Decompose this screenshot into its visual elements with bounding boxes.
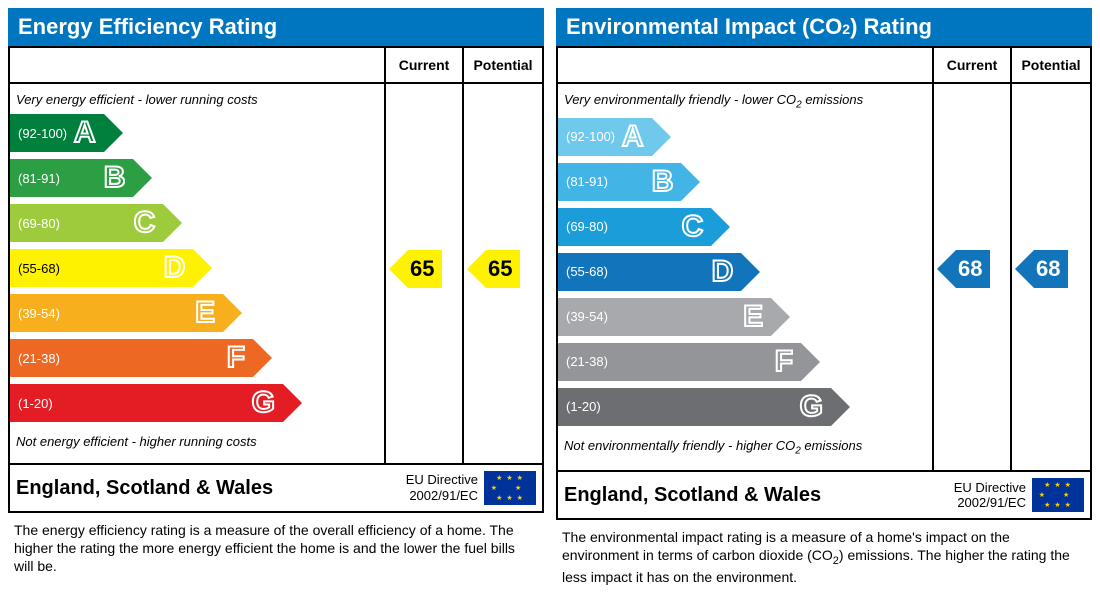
rating-pointer: 68 (1034, 250, 1068, 288)
band-row: (1-20) G (558, 387, 932, 427)
band-bar-g: (1-20) G (558, 388, 831, 426)
band-row: (1-20) G (10, 383, 384, 423)
eu-flag-icon: ★ ★ (1032, 478, 1084, 512)
pointer-value: 65 (408, 250, 442, 288)
top-caption: Very energy efficient - lower running co… (10, 90, 384, 113)
band-letter: F (227, 341, 245, 375)
pointer-value: 68 (1034, 250, 1068, 288)
band-row: (21-38) F (10, 338, 384, 378)
pointer-value: 68 (956, 250, 990, 288)
band-bar-b: (81-91) B (558, 163, 681, 201)
band-bar-d: (55-68) D (10, 249, 193, 287)
band-letter: A (622, 120, 644, 154)
directive-label: EU Directive2002/91/EC (406, 472, 484, 503)
band-letter: D (164, 251, 186, 285)
band-range: (81-91) (558, 174, 608, 189)
rating-grid: CurrentPotential Very environmentally fri… (556, 46, 1092, 520)
band-bar-b: (81-91) B (10, 159, 133, 197)
band-range: (92-100) (558, 129, 615, 144)
band-range: (1-20) (558, 399, 601, 414)
value-column: 68 (934, 84, 1012, 470)
band-row: (92-100) A (558, 117, 932, 157)
band-bar-e: (39-54) E (10, 294, 223, 332)
band-letter: D (712, 255, 734, 289)
band-bar-d: (55-68) D (558, 253, 741, 291)
value-column: 65 (386, 84, 464, 463)
band-row: (81-91) B (10, 158, 384, 198)
band-range: (1-20) (10, 396, 53, 411)
rating-panel: Environmental Impact (CO2) RatingCurrent… (556, 8, 1092, 587)
band-letter: B (104, 161, 126, 195)
band-range: (92-100) (10, 126, 67, 141)
column-header: Potential (464, 48, 542, 82)
band-bar-g: (1-20) G (10, 384, 283, 422)
eu-flag-icon: ★ ★ (484, 471, 536, 505)
top-caption: Very environmentally friendly - lower CO… (558, 90, 932, 117)
value-column: 68 (1012, 84, 1090, 470)
band-row: (39-54) E (558, 297, 932, 337)
panel-description: The energy efficiency rating is a measur… (8, 513, 544, 576)
band-letter: F (775, 345, 793, 379)
band-row: (55-68) D (558, 252, 932, 292)
rating-pointer: 65 (408, 250, 442, 288)
column-header: Current (386, 48, 464, 82)
band-row: (39-54) E (10, 293, 384, 333)
band-range: (55-68) (10, 261, 60, 276)
bands-area: Very environmentally friendly - lower CO… (558, 84, 934, 470)
band-bar-e: (39-54) E (558, 298, 771, 336)
band-range: (55-68) (558, 264, 608, 279)
directive-label: EU Directive2002/91/EC (954, 480, 1032, 511)
band-row: (21-38) F (558, 342, 932, 382)
panel-title: Environmental Impact (CO2) Rating (556, 8, 1092, 46)
panel-footer: England, Scotland & WalesEU Directive200… (558, 470, 1090, 518)
band-letter: B (652, 165, 674, 199)
band-letter: G (800, 390, 823, 424)
pointer-value: 65 (486, 250, 520, 288)
band-range: (39-54) (10, 306, 60, 321)
band-bar-f: (21-38) F (558, 343, 801, 381)
band-range: (21-38) (10, 351, 60, 366)
band-letter: A (74, 116, 96, 150)
band-letter: E (195, 296, 215, 330)
bands-area: Very energy efficient - lower running co… (10, 84, 386, 463)
column-header: Potential (1012, 48, 1090, 82)
bottom-caption: Not energy efficient - higher running co… (10, 428, 384, 455)
band-letter: G (252, 386, 275, 420)
band-row: (92-100) A (10, 113, 384, 153)
bottom-caption: Not environmentally friendly - higher CO… (558, 432, 932, 463)
panel-description: The environmental impact rating is a mea… (556, 520, 1092, 586)
region-label: England, Scotland & Wales (16, 477, 406, 500)
band-range: (69-80) (10, 216, 60, 231)
band-row: (81-91) B (558, 162, 932, 202)
band-range: (39-54) (558, 309, 608, 324)
band-range: (21-38) (558, 354, 608, 369)
value-column: 65 (464, 84, 542, 463)
band-bar-c: (69-80) C (10, 204, 163, 242)
band-bar-a: (92-100) A (558, 118, 652, 156)
rating-pointer: 68 (956, 250, 990, 288)
band-bar-a: (92-100) A (10, 114, 104, 152)
panel-title: Energy Efficiency Rating (8, 8, 544, 46)
band-row: (69-80) C (558, 207, 932, 247)
band-row: (69-80) C (10, 203, 384, 243)
panel-footer: England, Scotland & WalesEU Directive200… (10, 463, 542, 511)
band-bar-c: (69-80) C (558, 208, 711, 246)
band-range: (81-91) (10, 171, 60, 186)
band-row: (55-68) D (10, 248, 384, 288)
band-letter: C (682, 210, 704, 244)
rating-grid: CurrentPotential Very energy efficient - … (8, 46, 544, 513)
column-header: Current (934, 48, 1012, 82)
band-letter: C (134, 206, 156, 240)
band-letter: E (743, 300, 763, 334)
rating-pointer: 65 (486, 250, 520, 288)
band-range: (69-80) (558, 219, 608, 234)
region-label: England, Scotland & Wales (564, 484, 954, 507)
rating-panel: Energy Efficiency RatingCurrentPotential… (8, 8, 544, 587)
band-bar-f: (21-38) F (10, 339, 253, 377)
